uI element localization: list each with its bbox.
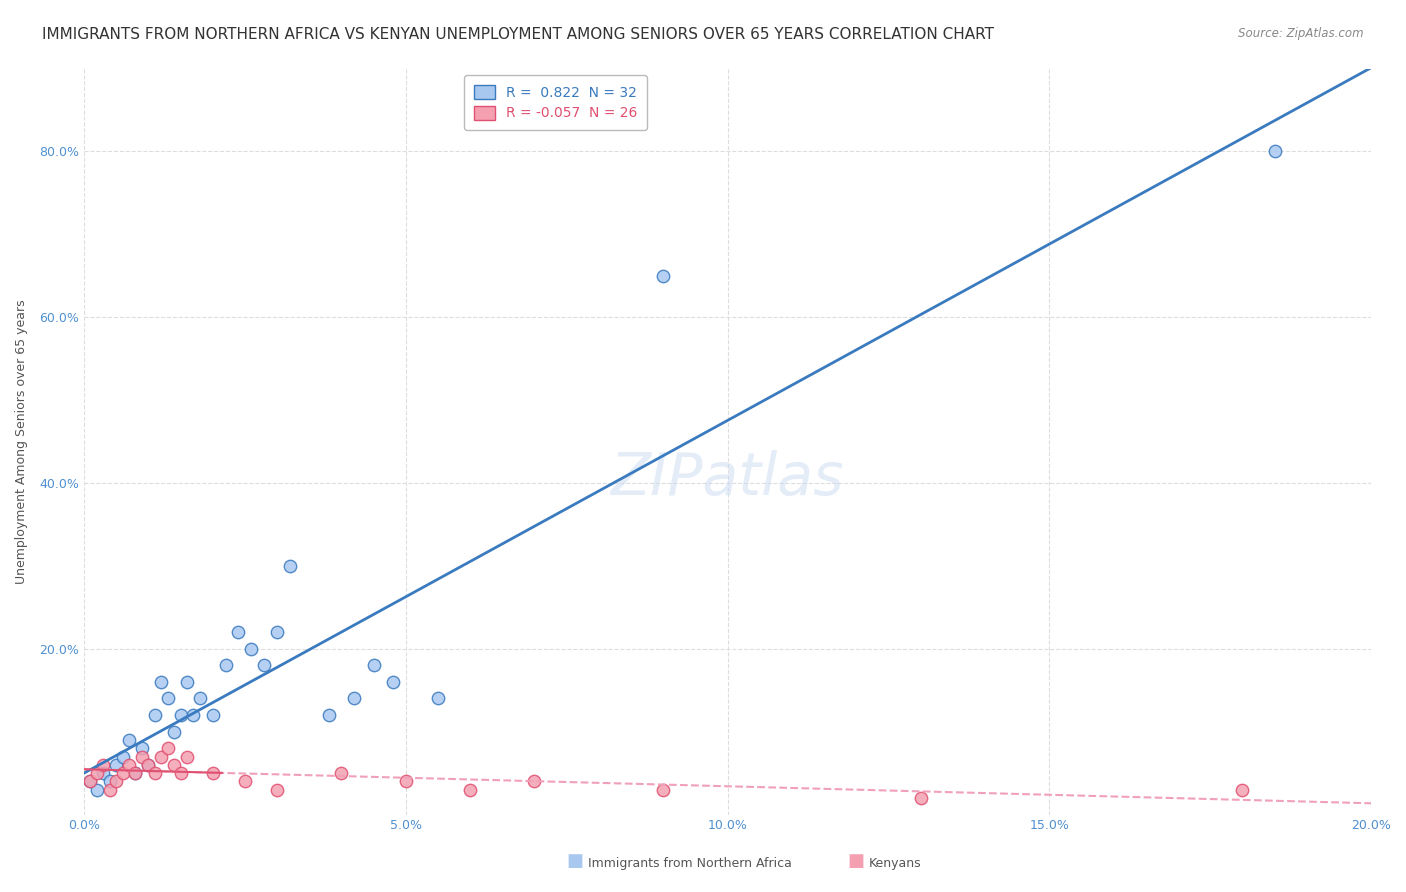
Point bbox=[910, 791, 932, 805]
Text: IMMIGRANTS FROM NORTHERN AFRICA VS KENYAN UNEMPLOYMENT AMONG SENIORS OVER 65 YEA: IMMIGRANTS FROM NORTHERN AFRICA VS KENYA… bbox=[42, 27, 994, 42]
Text: ■: ■ bbox=[567, 852, 583, 870]
Point bbox=[86, 766, 108, 780]
Point bbox=[150, 749, 173, 764]
Point bbox=[1232, 782, 1254, 797]
Point bbox=[266, 625, 288, 640]
Point bbox=[1263, 145, 1285, 159]
Point bbox=[652, 268, 675, 283]
Point bbox=[98, 774, 121, 789]
Point bbox=[183, 708, 205, 723]
Point bbox=[652, 782, 675, 797]
Point bbox=[169, 708, 191, 723]
Point bbox=[176, 749, 198, 764]
Point bbox=[124, 766, 146, 780]
Text: ZIPatlas: ZIPatlas bbox=[610, 450, 844, 508]
Legend: R =  0.822  N = 32, R = -0.057  N = 26: R = 0.822 N = 32, R = -0.057 N = 26 bbox=[464, 76, 647, 130]
Point bbox=[131, 749, 153, 764]
Point bbox=[266, 782, 288, 797]
Point bbox=[278, 558, 301, 573]
Point bbox=[169, 766, 191, 780]
Point bbox=[105, 757, 128, 772]
Point bbox=[79, 774, 101, 789]
Y-axis label: Unemployment Among Seniors over 65 years: Unemployment Among Seniors over 65 years bbox=[15, 299, 28, 584]
Point bbox=[188, 691, 211, 706]
Point bbox=[363, 658, 385, 673]
Point bbox=[201, 766, 224, 780]
Point bbox=[131, 741, 153, 756]
Point bbox=[343, 691, 366, 706]
Point bbox=[318, 708, 340, 723]
Point bbox=[233, 774, 256, 789]
Point bbox=[426, 691, 449, 706]
Point bbox=[176, 674, 198, 689]
Point bbox=[163, 757, 186, 772]
Point bbox=[118, 733, 141, 747]
Point bbox=[143, 708, 166, 723]
Point bbox=[124, 766, 146, 780]
Text: Source: ZipAtlas.com: Source: ZipAtlas.com bbox=[1239, 27, 1364, 40]
Point bbox=[458, 782, 481, 797]
Point bbox=[381, 674, 404, 689]
Point bbox=[228, 625, 250, 640]
Point bbox=[136, 757, 159, 772]
Point bbox=[214, 658, 236, 673]
Point bbox=[150, 674, 173, 689]
Point bbox=[105, 774, 128, 789]
Point bbox=[156, 691, 179, 706]
Text: ■: ■ bbox=[848, 852, 865, 870]
Point bbox=[111, 766, 134, 780]
Point bbox=[330, 766, 353, 780]
Point bbox=[201, 708, 224, 723]
Point bbox=[253, 658, 276, 673]
Point bbox=[91, 766, 114, 780]
Point bbox=[240, 641, 263, 656]
Point bbox=[136, 757, 159, 772]
Point bbox=[143, 766, 166, 780]
Point bbox=[98, 782, 121, 797]
Text: Kenyans: Kenyans bbox=[869, 856, 921, 870]
Text: Immigrants from Northern Africa: Immigrants from Northern Africa bbox=[588, 856, 792, 870]
Point bbox=[111, 749, 134, 764]
Point bbox=[118, 757, 141, 772]
Point bbox=[523, 774, 546, 789]
Point bbox=[86, 782, 108, 797]
Point bbox=[91, 757, 114, 772]
Point bbox=[156, 741, 179, 756]
Point bbox=[395, 774, 418, 789]
Point bbox=[163, 724, 186, 739]
Point bbox=[79, 774, 101, 789]
